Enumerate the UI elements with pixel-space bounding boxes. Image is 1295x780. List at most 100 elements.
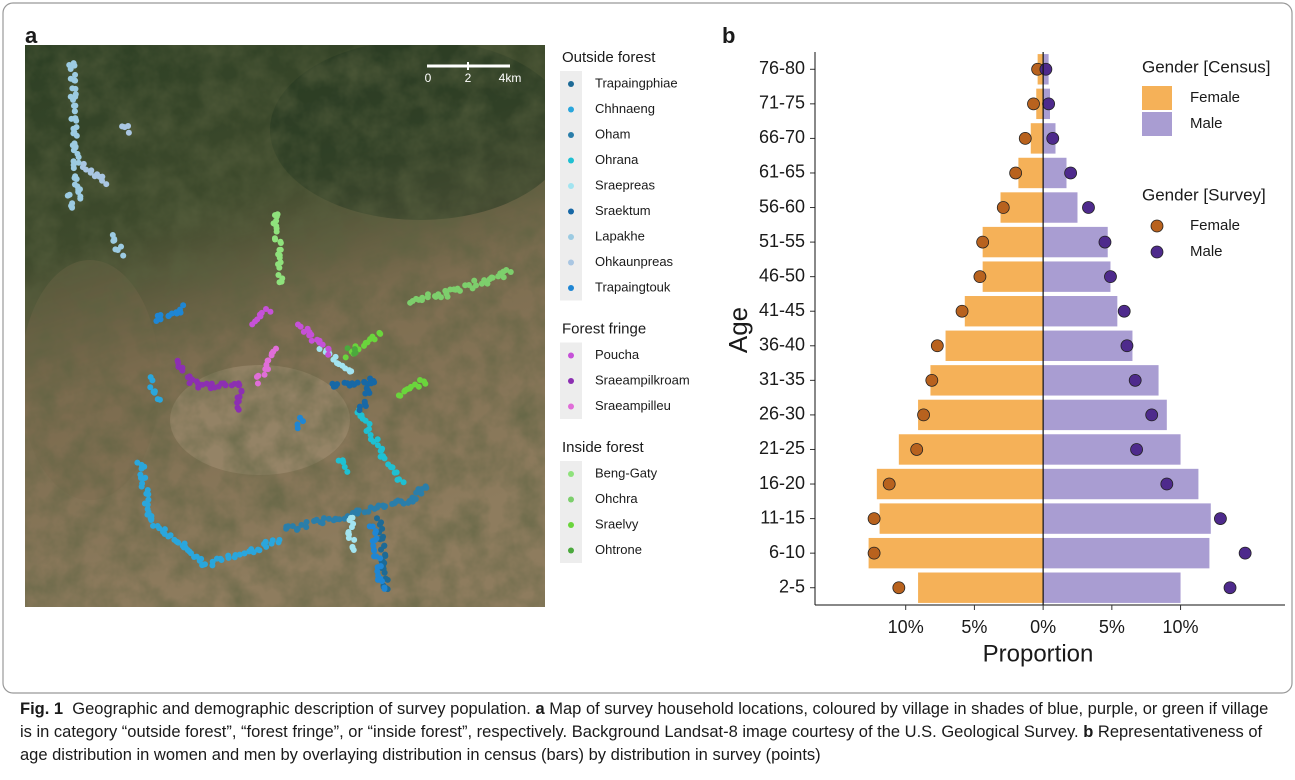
bar [1043,261,1111,292]
household-dot [103,181,110,188]
household-dot [277,239,284,246]
household-dot [262,538,269,545]
legend-key [568,157,574,164]
village-dots [64,60,514,593]
bar [1043,503,1211,534]
household-dot [381,503,388,510]
household-dot [138,483,145,490]
household-dot [87,169,94,176]
household-dot [238,387,245,394]
household-dot [368,380,375,387]
household-dot [186,380,193,387]
household-dot [345,534,352,541]
household-dot [236,381,243,388]
point [1120,339,1134,353]
household-dot [325,351,332,358]
legend-label: Ohkaunpreas [595,254,674,269]
scale-label: 0 [425,71,432,85]
y-tick-label: 76-80 [759,58,805,78]
household-dot [70,165,77,172]
household-dot [236,551,243,558]
household-dot [268,540,275,547]
bar [982,261,1044,292]
household-dot [72,85,79,92]
point [867,546,881,560]
legend-key [568,285,574,291]
legend-label: Lapakhe [595,228,645,243]
legend-label: Male [1190,115,1223,132]
bar [982,226,1044,258]
household-dot [125,129,132,136]
household-dot [365,425,372,432]
household-dot [151,389,158,396]
household-dot [381,542,388,549]
household-dot [355,507,362,514]
household-dot [209,558,216,565]
bar [1043,572,1181,603]
legend-key [568,183,574,189]
point [1130,443,1143,456]
household-dot [352,349,359,356]
household-dot [67,65,74,72]
household-dot [345,530,352,537]
y-tick-label: 36-40 [759,335,805,355]
legend-label: Trapaingtouk [595,279,671,294]
legend-key [568,496,574,503]
household-dot [348,524,355,531]
household-dot [154,522,161,529]
household-dot [382,553,389,560]
household-dot [148,516,155,523]
legend-key-background [560,461,582,563]
household-dot [325,515,332,522]
household-dot [99,177,106,184]
household-dot [167,532,174,539]
household-dot [371,336,378,343]
household-dot [342,354,349,361]
y-tick-label: 66-70 [759,127,805,147]
y-tick-label: 2-5 [779,576,805,596]
household-dot [75,154,82,161]
x-axis-label: Proportion [983,640,1094,667]
point [973,270,987,284]
y-tick-label: 6-10 [769,542,805,562]
point [1018,132,1032,145]
y-tick-label: 31-35 [759,369,805,389]
panel-letter: a [25,23,38,48]
bar [1043,157,1067,189]
bar [876,468,1044,500]
household-dot [346,368,353,375]
legend-label: Male [1190,243,1223,260]
household-dot [381,455,388,462]
legend-label: Sraelvy [595,516,639,531]
household-dot [340,459,347,466]
bar [1043,226,1108,258]
household-dot [442,287,449,294]
household-dot [254,546,261,553]
caption-label: a [535,700,545,718]
figure-frame [2,2,1293,694]
scale-bar: 0 2 4km [425,62,521,85]
legend-label: Chhnaeng [595,101,655,116]
household-dot [507,269,514,276]
household-dot [263,543,270,550]
legend-title: Gender [Survey] [1142,185,1266,204]
legend-title: Inside forest [562,439,645,456]
y-tick-label: 51-55 [759,231,805,251]
household-dot [303,524,310,531]
household-dot [379,535,386,542]
point [1039,62,1053,76]
household-dot [175,539,182,546]
household-dot [80,160,87,167]
household-dot [423,484,430,491]
household-dot [254,380,261,387]
household-dot [378,546,385,553]
household-dot [145,496,152,503]
household-dot [120,252,127,259]
point [930,339,944,353]
point [1145,408,1159,422]
bar [930,365,1044,396]
household-dot [256,311,263,318]
bar [1043,434,1181,465]
legend-label: Sraeampilkroam [595,372,690,387]
